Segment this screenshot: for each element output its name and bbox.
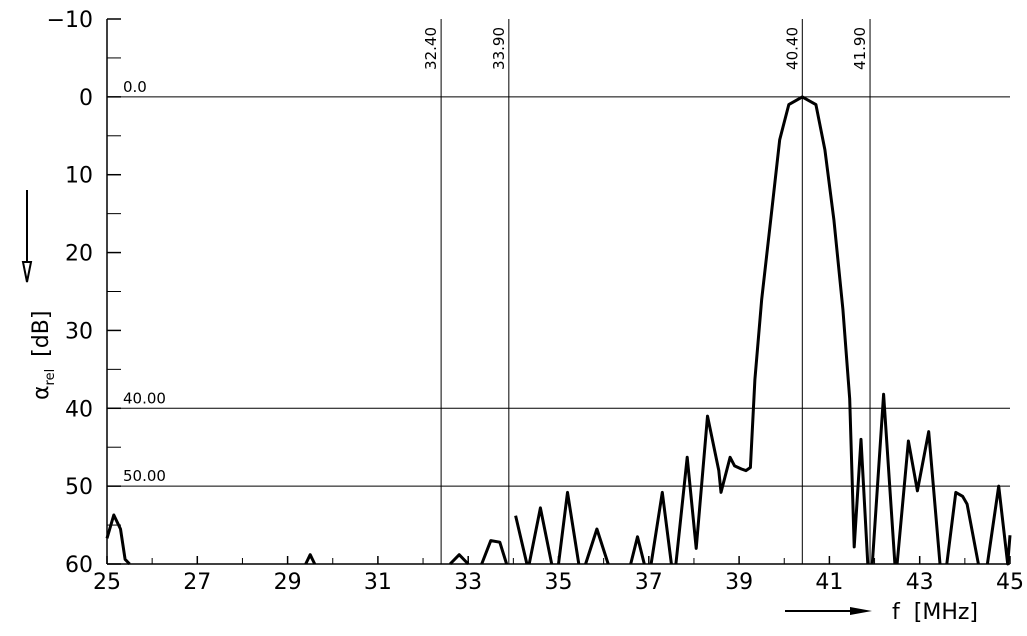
y-tick-label: 30: [65, 319, 93, 344]
x-tick-label: 35: [545, 570, 573, 595]
y-tick-label: 60: [65, 553, 93, 578]
reference-label: 0.0: [123, 78, 147, 96]
x-label: f [MHz]: [892, 600, 978, 625]
y-tick-label: −10: [47, 8, 93, 33]
y-label: αrel [dB]: [29, 311, 58, 400]
y-tick-label: 20: [65, 242, 93, 267]
y-tick-label: 0: [79, 86, 93, 111]
x-tick-label: 27: [183, 570, 211, 595]
response-line: [105, 95, 1012, 566]
x-arrow-head: [850, 607, 872, 615]
x-tick-label: 45: [996, 570, 1024, 595]
x-tick-label: 39: [725, 570, 753, 595]
y-arrow-head: [21, 261, 33, 283]
y-tick-label: 50: [65, 475, 93, 500]
x-tick-label: 29: [274, 570, 302, 595]
x-tick-label: 31: [364, 570, 392, 595]
reference-label: 50.00: [123, 467, 166, 485]
y-tick-label: 10: [65, 164, 93, 189]
x-tick-label: 41: [815, 570, 843, 595]
y-label-sub: rel: [43, 369, 58, 386]
x-tick-label: 25: [93, 570, 121, 595]
reference-label: 41.90: [851, 27, 869, 70]
y-tick-label: 40: [65, 397, 93, 422]
reference-label: 32.40: [422, 27, 440, 70]
reference-label: 40.40: [783, 27, 801, 70]
x-tick-label: 33: [454, 570, 482, 595]
reference-label: 40.00: [123, 389, 166, 407]
x-tick-label: 37: [635, 570, 663, 595]
y-label-symbol: α: [29, 385, 54, 400]
y-axis-label: αrel [dB]: [21, 190, 58, 400]
x-axis-label: f [MHz]: [785, 600, 978, 625]
y-label-unit: [dB]: [29, 311, 54, 357]
x-label-unit: [MHz]: [914, 600, 978, 625]
reference-label: 33.90: [490, 27, 508, 70]
x-tick-label: 43: [906, 570, 934, 595]
x-label-symbol: f: [892, 600, 901, 625]
